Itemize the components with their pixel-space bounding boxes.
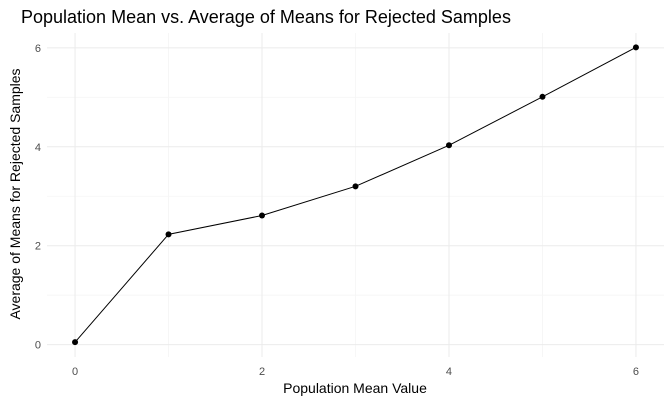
y-axis-label: Average of Means for Rejected Samples xyxy=(7,68,23,319)
tick-labels: 0 2 4 6 0 2 4 6 xyxy=(35,43,639,378)
x-tick-label: 4 xyxy=(446,366,452,378)
y-tick-label: 6 xyxy=(35,43,41,55)
data-series xyxy=(72,44,639,346)
data-point xyxy=(632,44,639,51)
grid-lines xyxy=(47,33,664,357)
y-tick-label: 2 xyxy=(35,241,41,253)
data-point xyxy=(259,212,266,219)
x-axis-label: Population Mean Value xyxy=(283,380,427,396)
y-tick-label: 0 xyxy=(35,340,41,352)
x-tick-label: 0 xyxy=(72,366,78,378)
data-point xyxy=(72,339,79,346)
data-point xyxy=(539,93,546,100)
x-tick-label: 6 xyxy=(633,366,639,378)
y-tick-label: 4 xyxy=(35,142,41,154)
data-point xyxy=(165,231,172,238)
data-point xyxy=(352,183,359,190)
x-tick-label: 2 xyxy=(259,366,265,378)
chart-title: Population Mean vs. Average of Means for… xyxy=(21,7,511,27)
data-point xyxy=(445,142,452,149)
